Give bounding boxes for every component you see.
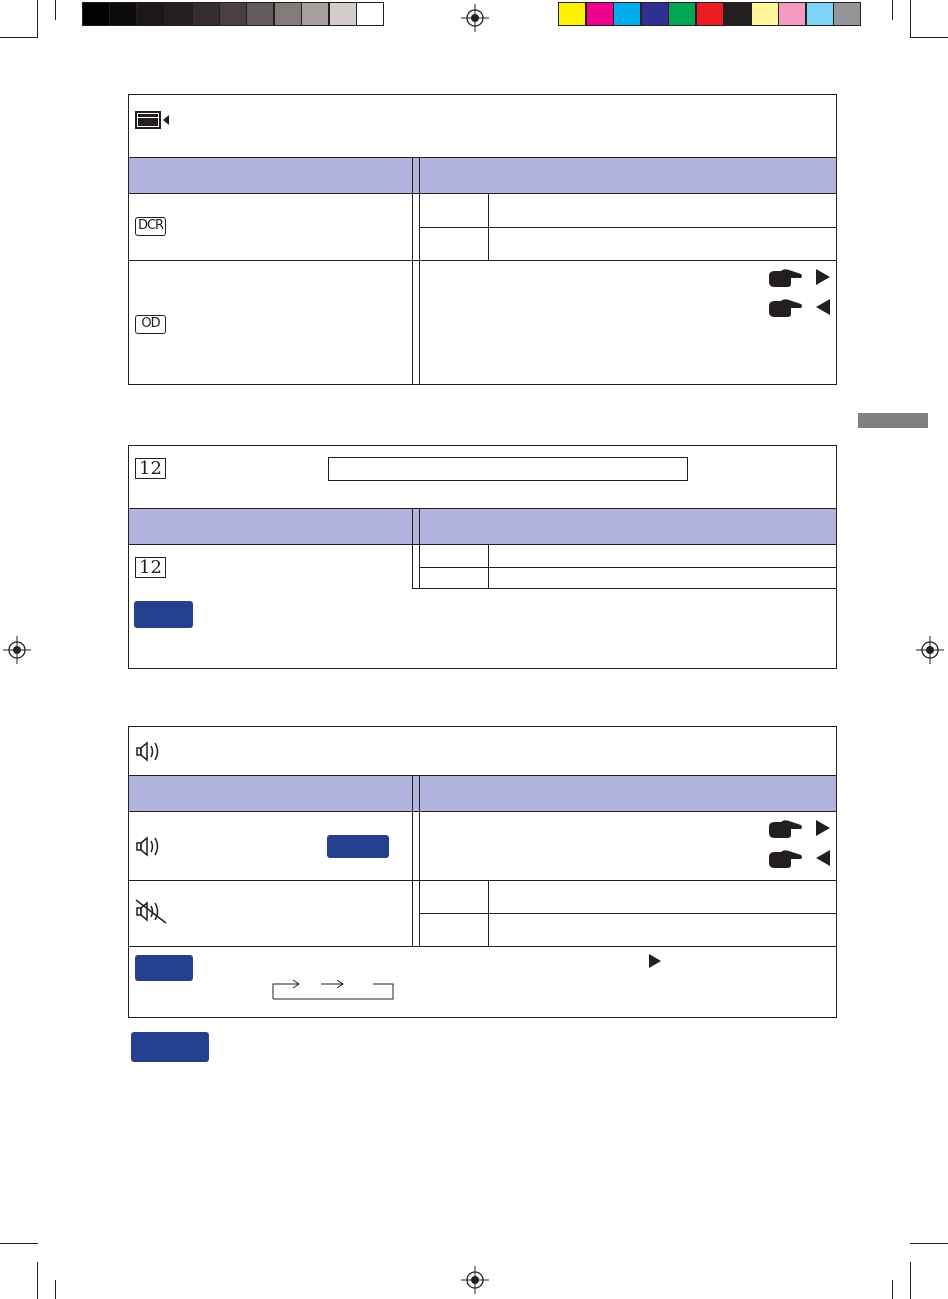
registration-mark-top [461, 4, 489, 32]
pointing-hand-icon [769, 820, 802, 838]
color-swatch [833, 2, 861, 26]
od-icon: OD [135, 315, 166, 334]
color-swatch [613, 2, 641, 26]
cycle-diagram [272, 979, 394, 1000]
gray-swatch [191, 2, 220, 26]
color-swatch [585, 2, 614, 26]
clock-icon: 12 [135, 458, 166, 479]
clock-icon: 12 [135, 557, 166, 578]
registration-mark-left [3, 636, 31, 664]
setting-field [328, 457, 688, 481]
left-arrow-icon [816, 299, 830, 315]
table-header [129, 157, 836, 194]
gray-swatch [136, 2, 165, 26]
color-swatch [750, 2, 779, 26]
gray-swatch [273, 2, 302, 26]
color-swatch [723, 2, 751, 26]
note-badge [134, 601, 193, 628]
speaker-icon [136, 836, 159, 857]
pointing-hand-icon [769, 850, 802, 868]
color-swatch [695, 2, 724, 26]
volume-badge [327, 835, 389, 858]
gray-swatch [328, 2, 357, 26]
picture-adjust-panel: DCR OD [128, 94, 837, 385]
gray-swatch [301, 2, 330, 26]
table-header [129, 775, 836, 812]
gray-swatch [82, 2, 110, 26]
note-badge [135, 955, 193, 981]
note-badge [131, 1032, 209, 1062]
color-swatch [778, 2, 806, 26]
registration-mark-bottom [461, 1266, 489, 1294]
color-swatch [668, 2, 696, 26]
pointing-hand-icon [769, 299, 802, 317]
gray-swatch [356, 2, 384, 26]
color-swatch [558, 2, 586, 26]
gray-swatch [164, 2, 193, 26]
dcr-icon: DCR [135, 217, 166, 236]
language-tab [858, 413, 928, 428]
table-header [129, 508, 836, 545]
mute-icon [135, 899, 167, 924]
picture-adjust-icon [135, 111, 169, 129]
right-arrow-icon [816, 820, 830, 836]
color-swatch [805, 2, 834, 26]
right-arrow-icon [649, 954, 661, 968]
gray-swatch [246, 2, 275, 26]
left-arrow-icon [816, 850, 830, 866]
color-swatch [640, 2, 669, 26]
registration-mark-right [916, 636, 944, 664]
gray-swatch [109, 2, 138, 26]
speaker-icon [136, 741, 159, 762]
clock-panel: 12 12 [128, 445, 837, 669]
sound-panel [128, 726, 837, 1018]
right-arrow-icon [816, 269, 830, 285]
pointing-hand-icon [769, 269, 802, 287]
gray-swatch [219, 2, 247, 26]
